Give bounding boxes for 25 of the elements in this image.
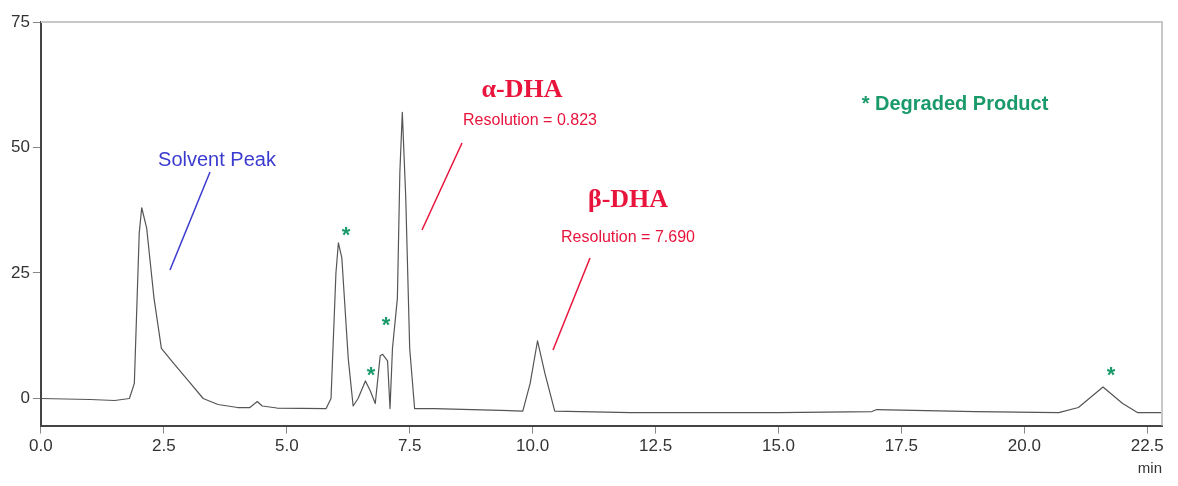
x-axis-title: min <box>1137 459 1162 477</box>
y-tick-label: 50 <box>10 137 30 157</box>
annotation: * <box>366 362 376 388</box>
y-tick-label: 0 <box>20 388 30 408</box>
x-tick-label: 10.0 <box>516 436 550 456</box>
x-tick-label: 5.0 <box>274 436 299 456</box>
annotation: α-DHA <box>481 73 563 103</box>
annotation: * <box>341 222 351 248</box>
annotation: * <box>381 312 391 338</box>
x-tick-label: 2.5 <box>152 436 176 456</box>
annotation: Resolution = 7.690 <box>561 228 696 246</box>
x-tick-label: 22.5 <box>1130 436 1164 456</box>
y-tick-label: 25 <box>10 262 30 282</box>
x-tick-label: 15.0 <box>761 436 796 456</box>
x-tick-label: 7.5 <box>397 436 422 456</box>
annotation: Solvent Peak <box>158 147 277 170</box>
x-tick-label: 17.5 <box>884 436 918 456</box>
x-tick-label: 0.0 <box>29 436 53 456</box>
x-tick-label: 20.0 <box>1007 436 1041 456</box>
annotation: * Degraded Product <box>861 91 1049 114</box>
y-tick-label: 75 <box>10 11 30 31</box>
annotation: β-DHA <box>587 183 669 213</box>
annotation: Resolution = 0.823 <box>463 111 598 129</box>
annotation: * <box>1106 362 1116 388</box>
x-tick-label: 12.5 <box>639 436 673 456</box>
